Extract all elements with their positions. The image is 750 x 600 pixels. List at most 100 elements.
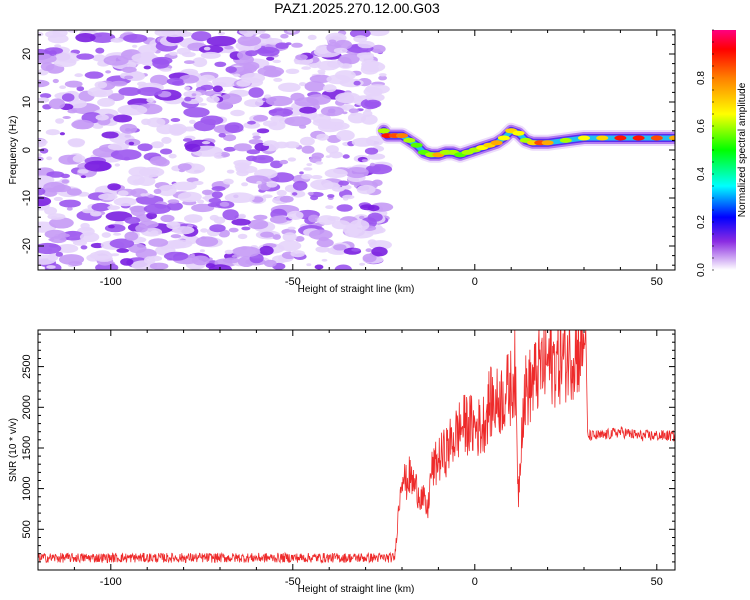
noise-blob [67, 30, 78, 33]
noise-blob [67, 109, 78, 114]
noise-blob [89, 251, 113, 260]
noise-blob [348, 108, 360, 114]
ridge-point [396, 133, 408, 139]
noise-blob [299, 124, 307, 129]
noise-blob [170, 118, 181, 122]
noise-blob [76, 53, 95, 60]
noise-blob [45, 129, 60, 136]
noise-blob [206, 95, 220, 103]
noise-blob [56, 244, 79, 253]
noise-blob [279, 159, 289, 165]
noise-blob [143, 203, 171, 214]
noise-blob [49, 236, 67, 244]
noise-blob [38, 254, 56, 265]
noise-blob [334, 264, 352, 270]
noise-blob [130, 205, 146, 217]
noise-blob [311, 175, 323, 180]
noise-blob [351, 137, 375, 147]
noise-blob [189, 119, 196, 124]
colorbar-gradient [712, 30, 736, 270]
ridge-point [512, 130, 525, 136]
noise-blob [317, 215, 336, 226]
noise-blob [299, 82, 307, 87]
noise-blob [356, 184, 376, 195]
noise-blob [372, 48, 381, 53]
noise-blob [291, 42, 303, 48]
noise-blob [38, 97, 50, 103]
noise-blob [198, 103, 207, 106]
noise-blob [235, 165, 258, 174]
noise-blob [333, 244, 347, 251]
noise-blob [265, 95, 293, 107]
noise-blob [92, 90, 107, 97]
noise-blob [76, 86, 85, 92]
noise-blob [259, 33, 271, 39]
noise-blob [95, 47, 105, 54]
snr-y-ticks: 500 1000 1500 2000 2500 [21, 333, 675, 563]
noise-blob [245, 50, 258, 57]
noise-blob [213, 216, 226, 224]
noise-blob [184, 214, 203, 223]
noise-blob [325, 205, 334, 210]
noise-blob [61, 179, 70, 184]
noise-blob [314, 264, 324, 270]
noise-blob [311, 152, 324, 160]
spectrogram-y-tick-label: 0 [21, 147, 33, 153]
noise-blob [148, 238, 169, 247]
noise-blob [119, 123, 138, 134]
noise-blob [53, 184, 72, 193]
noise-blob [124, 216, 141, 224]
noise-blob [329, 151, 343, 159]
noise-blob [97, 97, 115, 107]
noise-blob [266, 56, 275, 61]
noise-blob [128, 71, 146, 81]
noise-blob [367, 239, 377, 246]
noise-blob [347, 112, 367, 124]
noise-blob [38, 32, 44, 37]
noise-blob [160, 214, 175, 223]
spectrogram-y-tick-label: 20 [21, 48, 33, 60]
spectral-ridge [375, 122, 675, 163]
noise-blob [163, 240, 187, 249]
noise-blob [110, 149, 142, 161]
noise-blob [259, 245, 274, 256]
noise-blob [231, 218, 251, 226]
noise-blob [46, 171, 65, 178]
noise-blob [79, 232, 100, 243]
noise-blob [190, 253, 195, 257]
noise-blob [306, 94, 331, 105]
noise-blob [203, 46, 211, 51]
spectrogram-x-tick-label: 50 [651, 276, 663, 288]
noise-blob [105, 70, 111, 74]
noise-blob [201, 141, 211, 145]
noise-blob [107, 205, 121, 210]
noise-blob [287, 157, 297, 162]
colorbar-tick-label: 0.8 [696, 71, 707, 85]
noise-blob [168, 123, 188, 135]
noise-blob [307, 34, 317, 41]
noise-blob [295, 54, 308, 61]
noise-blob [273, 77, 283, 82]
noise-blob [137, 176, 156, 186]
noise-blob [151, 56, 173, 65]
noise-blob [59, 199, 81, 208]
noise-blob [365, 164, 393, 175]
noise-blob [91, 202, 111, 212]
noise-blob [272, 59, 282, 64]
noise-blob [154, 30, 176, 37]
colorbar-tick-label: 0.0 [696, 263, 707, 277]
noise-blob [223, 178, 234, 185]
noise-blob [98, 193, 118, 201]
noise-blob [137, 143, 153, 152]
noise-blob [113, 232, 122, 236]
noise-blob [339, 53, 360, 65]
noise-blob [140, 51, 156, 60]
noise-blob [364, 99, 382, 109]
spectrogram-x-ticks: -100 -50 0 50 [37, 30, 663, 288]
noise-blob [124, 231, 139, 241]
noise-blob [38, 196, 52, 207]
noise-blob [332, 186, 345, 192]
noise-blob [191, 255, 210, 266]
noise-blob [351, 248, 361, 252]
ridge-point [410, 142, 423, 148]
